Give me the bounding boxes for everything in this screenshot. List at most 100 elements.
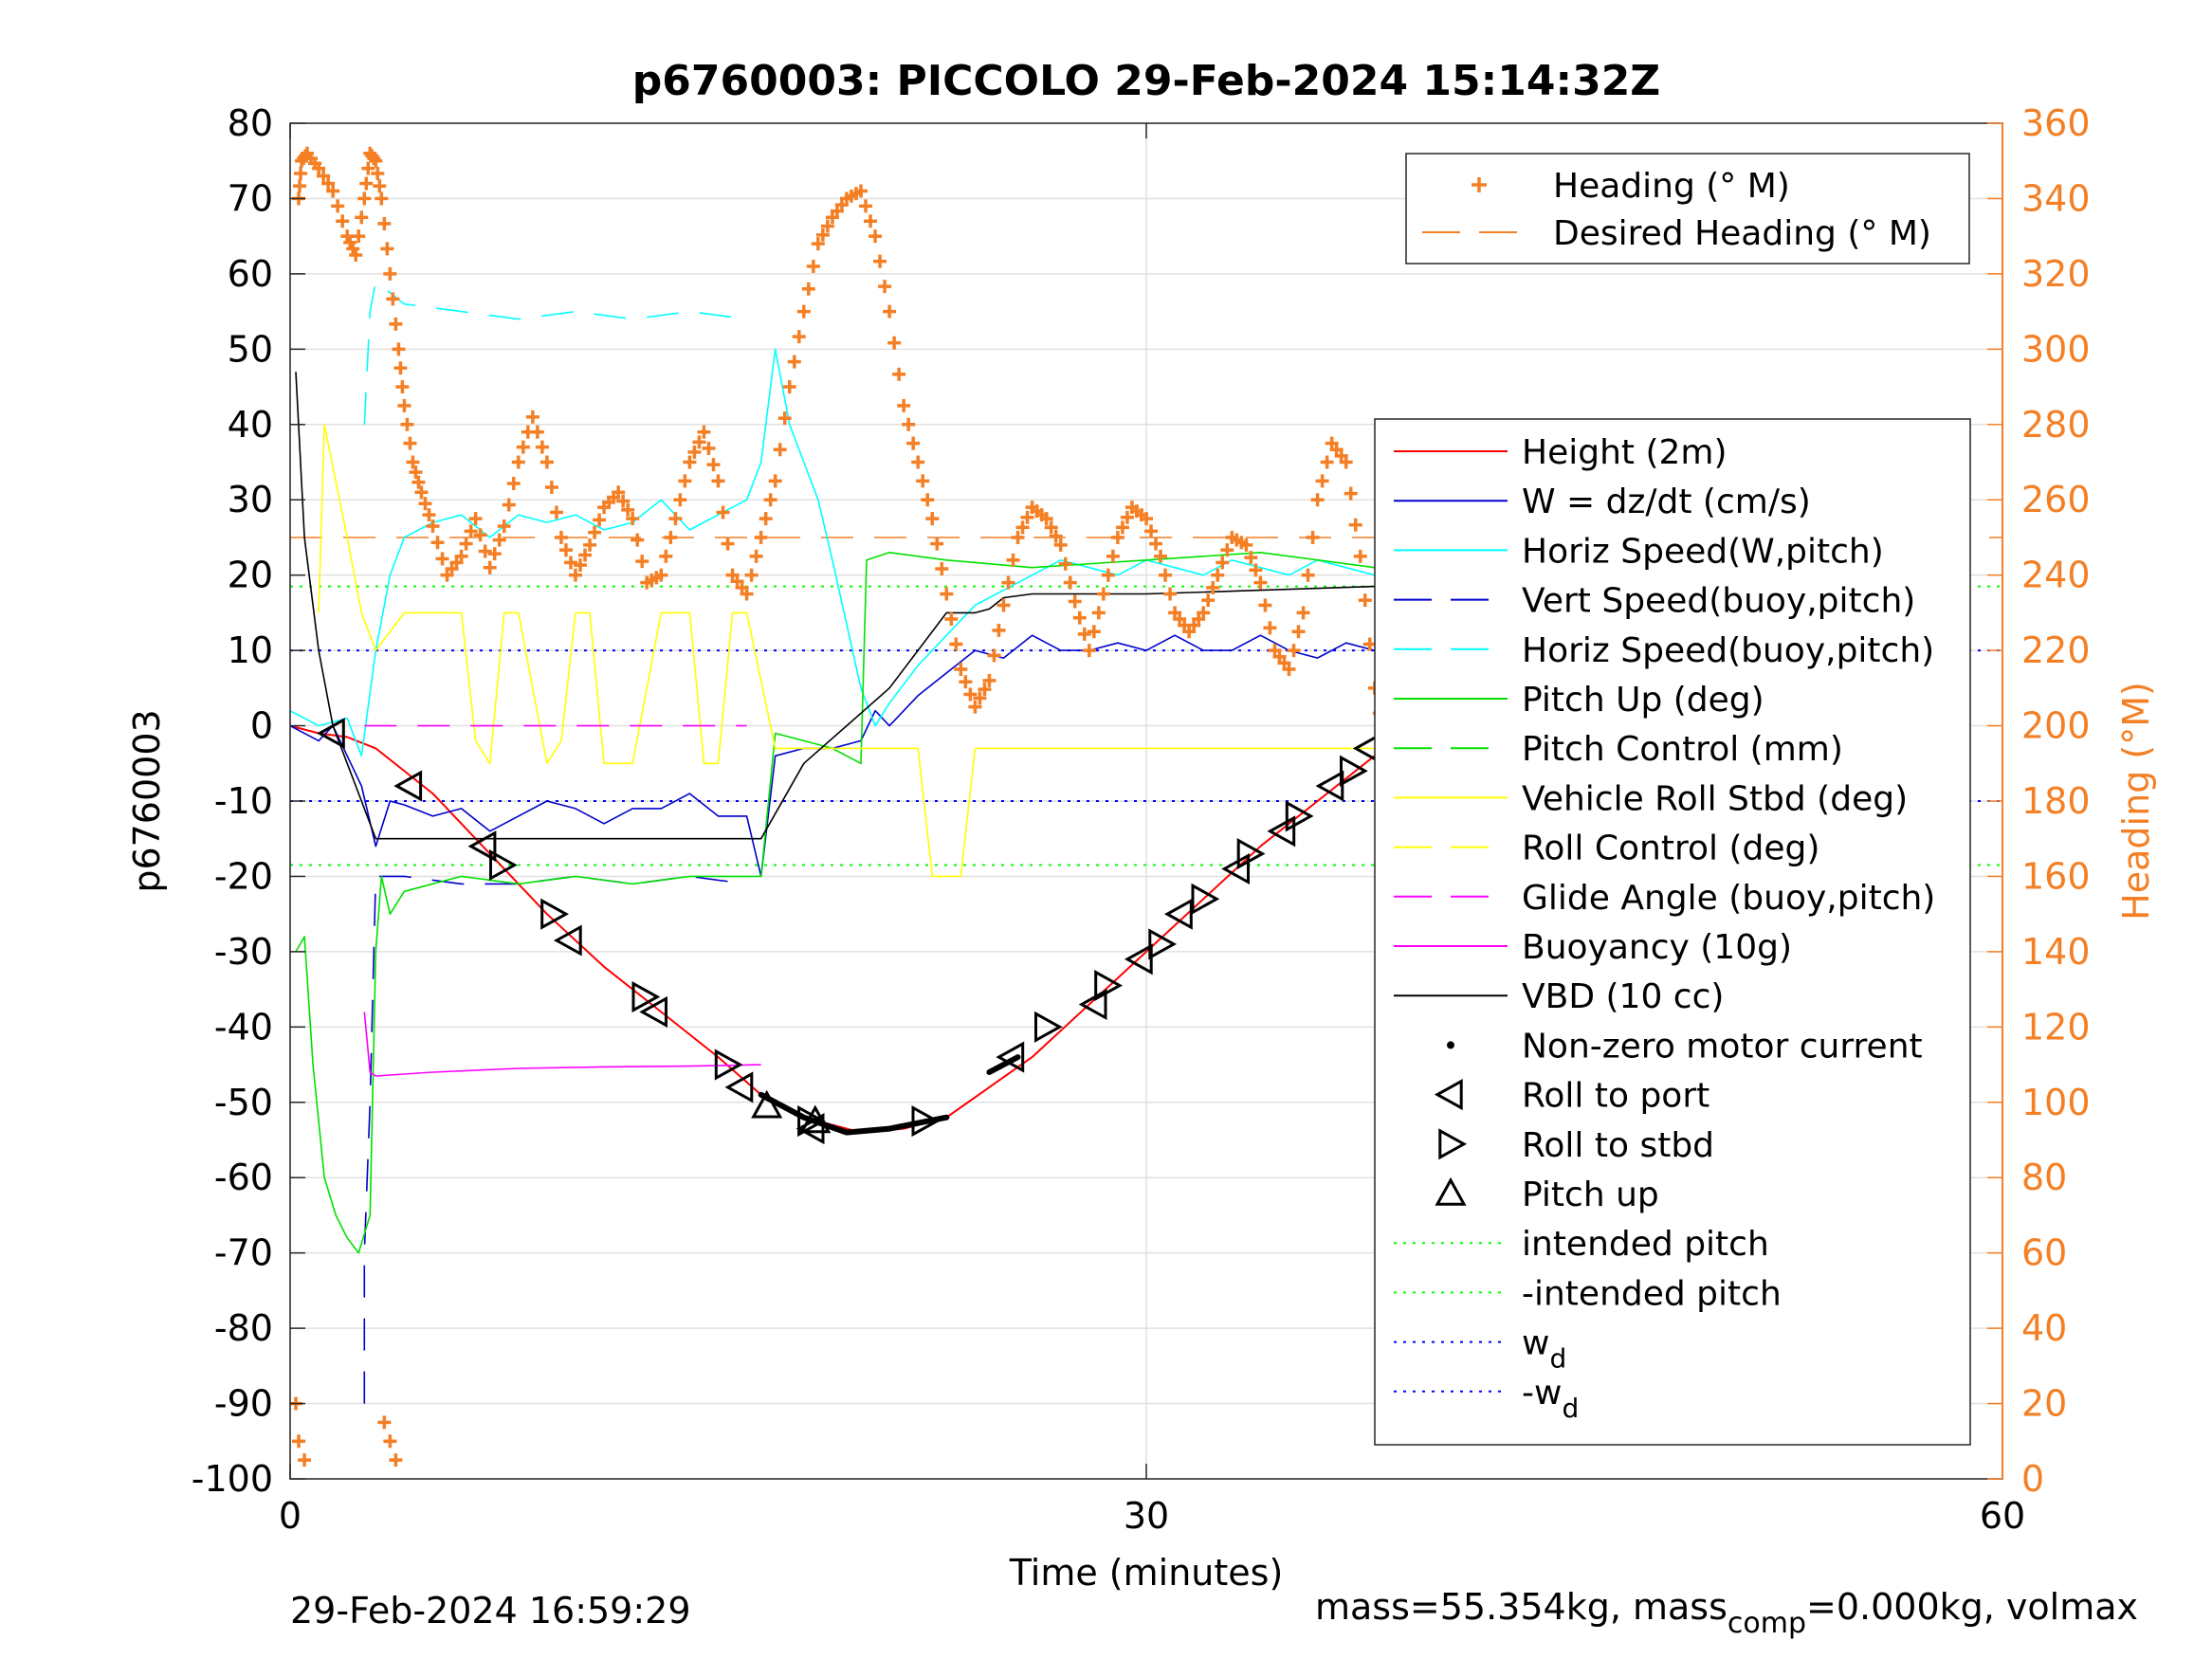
heading-point (578, 548, 593, 562)
heading-point (616, 494, 631, 508)
heading-point (395, 380, 410, 394)
heading-point (759, 512, 773, 526)
legend-label-main: intended pitch (1522, 1225, 1769, 1264)
legend-label-main: w (1522, 1324, 1549, 1363)
footer-mass-part1: mass=55.354kg, mass (1315, 1586, 1728, 1628)
heading-point (435, 552, 449, 566)
legend-item-intended-pitch: -intended pitch (1394, 1274, 1782, 1313)
heading-point (949, 637, 963, 651)
heading-point (702, 441, 716, 455)
heading-point (973, 691, 987, 705)
legend-label: Pitch up (1522, 1176, 1659, 1214)
legend-label: Pitch Control (mm) (1522, 730, 1843, 769)
heading-point (403, 436, 417, 450)
heading-point (386, 292, 400, 306)
legend-main-frame (1374, 418, 1971, 1446)
heading-point (1001, 575, 1015, 590)
legend-label-main: Buoyancy (10g) (1522, 928, 1792, 967)
roll-to-port-marker (553, 924, 582, 957)
legend-label-sub: d (1562, 1393, 1579, 1424)
heading-point (996, 598, 1011, 612)
legend-item-height-2m: Height (2m) (1394, 433, 1728, 472)
heading-point (516, 440, 530, 454)
heading-point (321, 176, 336, 191)
legend-label-sub: d (1549, 1343, 1566, 1375)
y-right-tick-label: 260 (2021, 479, 2091, 520)
legend-label: Vehicle Roll Stbd (deg) (1522, 779, 1908, 818)
heading-point (768, 474, 782, 488)
legend-item-pitch-up-deg: Pitch Up (deg) (1394, 681, 1764, 720)
roll-to-stbd-marker (540, 898, 569, 930)
y-axis-label-left: p6760003 (126, 709, 168, 892)
heading-point (1049, 529, 1063, 543)
heading-point (1072, 611, 1087, 625)
heading-point (687, 445, 702, 459)
roll-to-port-marker (317, 717, 345, 750)
roll-to-stbd-marker (489, 848, 518, 882)
legend-label: Roll to port (1522, 1077, 1709, 1116)
heading-point (887, 336, 902, 350)
heading-point (668, 512, 683, 526)
y-left-tick-label: 70 (228, 177, 273, 219)
heading-point (944, 612, 959, 627)
y-left-tick-label: 20 (228, 555, 273, 596)
axes: 0 30 6080706050403020100-10-20-30-40-50-60… (192, 102, 2091, 1537)
legend-item-horiz-speed-w-pitch: Horiz Speed(W,pitch) (1394, 532, 1884, 571)
heading-point (497, 520, 511, 534)
heading-point (1120, 510, 1134, 524)
legend-item-non-zero-motor-current: Non-zero motor current (1447, 1027, 1923, 1066)
legend-label-main: Non-zero motor current (1522, 1027, 1923, 1066)
heading-point (811, 237, 825, 251)
heading-point (854, 184, 868, 198)
heading-point (892, 367, 906, 381)
y-right-tick-label: 80 (2021, 1157, 2067, 1198)
legend-label-main: Pitch Up (deg) (1522, 681, 1764, 720)
roll-to-stbd-marker (1340, 755, 1368, 787)
legend-label: Roll to stbd (1522, 1126, 1714, 1165)
heading-point (1006, 553, 1020, 567)
legend-label-main: Vehicle Roll Stbd (deg) (1522, 779, 1908, 818)
heading-point (1220, 543, 1234, 557)
legend-label-main: Horiz Speed(W,pitch) (1522, 532, 1884, 571)
legend-swatch-tri-up (1435, 1176, 1467, 1206)
heading-point (1110, 530, 1124, 544)
heading-point (506, 477, 521, 491)
y-right-tick-label: 340 (2021, 177, 2091, 219)
heading-point (1091, 606, 1106, 620)
heading-point (1163, 587, 1178, 601)
roll-to-stbd-marker (1285, 800, 1314, 832)
heading-point (1282, 662, 1296, 676)
heading-point (357, 191, 372, 206)
footer-mass-info: mass=55.354kg, masscomp=0.000kg, volmax (1315, 1586, 2138, 1640)
legend-label: Buoyancy (10g) (1522, 928, 1792, 967)
heading-point (1197, 606, 1211, 620)
heading-point (1106, 549, 1120, 563)
legend-label: wd (1522, 1324, 1566, 1375)
y-left-tick-label: 60 (228, 253, 273, 295)
heading-point (1348, 518, 1362, 532)
heading-point (820, 219, 834, 233)
heading-point (1320, 455, 1334, 469)
heading-point (782, 380, 796, 394)
heading-point (654, 568, 668, 582)
legend-label-main: W = dz/dt (cm/s) (1522, 483, 1811, 521)
heading-point (806, 259, 820, 273)
heading-point (916, 474, 930, 488)
y-axis-label-right: Heading (°M) (2115, 682, 2157, 921)
heading-point (371, 166, 385, 180)
y-left-tick-label: -40 (214, 1006, 273, 1048)
heading-point (1206, 580, 1220, 594)
heading-point (530, 425, 544, 439)
heading-point (1068, 594, 1082, 609)
legend-label: Roll Control (deg) (1522, 830, 1819, 868)
roll-to-stbd-marker (714, 1048, 743, 1081)
heading-point (380, 242, 394, 256)
heading-point (468, 512, 483, 526)
y-left-tick-label: 30 (228, 479, 273, 520)
heading-point (312, 161, 326, 175)
legend-label-main: Vert Speed(buoy,pitch) (1522, 582, 1915, 621)
legend-item-intended-pitch: intended pitch (1394, 1225, 1769, 1264)
heading-point (925, 512, 940, 526)
heading-point (478, 544, 492, 558)
y-right-tick-label: 20 (2021, 1383, 2067, 1425)
